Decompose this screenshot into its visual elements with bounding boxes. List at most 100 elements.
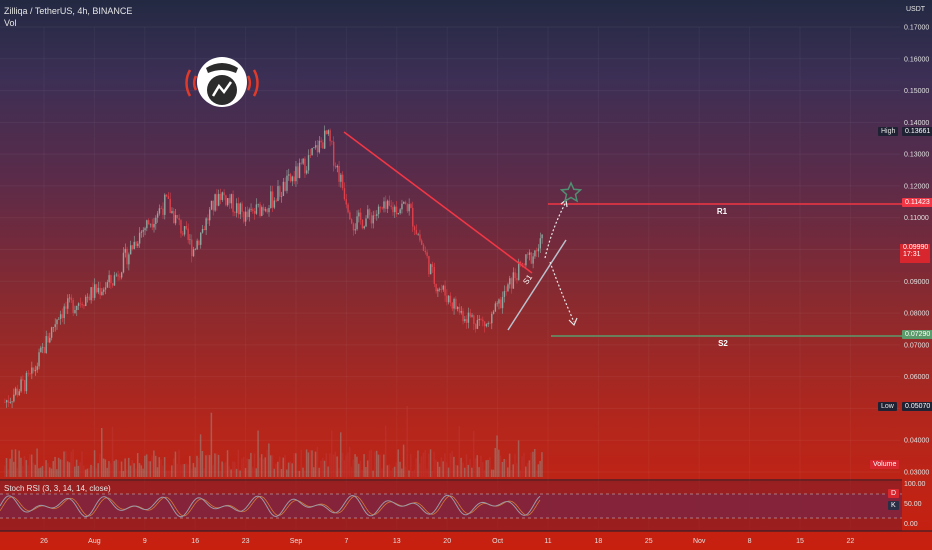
volume-bar [436, 461, 439, 477]
candle-body [237, 203, 240, 215]
candle-body [16, 388, 19, 396]
projection-down-arrow[interactable] [549, 261, 578, 327]
candle-body [280, 196, 283, 197]
volume-bar [469, 458, 471, 477]
candle-body [354, 229, 356, 231]
volume-bar [334, 451, 337, 477]
candle-body [336, 165, 338, 168]
candle-body [122, 252, 125, 273]
volume-bar [370, 449, 373, 477]
volume-bar [48, 467, 51, 477]
candle-body [140, 231, 143, 233]
candle-body [313, 147, 315, 149]
volume-bar [408, 470, 410, 477]
target-star-icon[interactable] [559, 181, 583, 203]
volume-bar [86, 468, 89, 477]
candle-body [521, 263, 524, 265]
candle-body [298, 162, 301, 178]
astronaut-logo [185, 57, 259, 107]
volume-bar [118, 470, 121, 477]
support-s2[interactable]: S2 [551, 335, 912, 348]
stoch-rsi-label[interactable]: Stoch RSI (3, 3, 14, 14, close) [4, 484, 111, 493]
candle-body [112, 283, 114, 286]
volume-bar [313, 467, 315, 477]
volume-bar [250, 452, 252, 477]
time-axis[interactable]: 26 Aug 9 16 23 Sep 7 13 20 Oct 11 18 25 Nov 8 15 22 [40, 538, 854, 545]
candle-body [234, 212, 236, 213]
candle-body [43, 347, 46, 353]
volume-bar [18, 450, 20, 477]
volume-bar [420, 456, 423, 477]
candle-body [489, 323, 491, 324]
volume-bar [36, 448, 38, 477]
candle-body [101, 291, 103, 296]
stoch-rsi-pane[interactable] [0, 481, 902, 531]
volume-bar [135, 468, 137, 477]
candle-body [300, 162, 303, 164]
candle-body [104, 287, 107, 290]
candle-body [31, 367, 33, 374]
candle-body [483, 321, 486, 327]
volume-bars [4, 405, 543, 477]
candle-body [315, 145, 317, 148]
candle-body [99, 287, 101, 296]
price-tick-label: 0.09000 [904, 279, 929, 286]
volume-bar [338, 468, 340, 477]
candle-body [492, 311, 495, 314]
volume-bar [413, 469, 416, 477]
candle-body [77, 303, 80, 306]
candle-body [519, 261, 522, 264]
resistance-r1[interactable]: R1 [548, 203, 912, 216]
volume-bar [59, 459, 62, 477]
volume-bar [14, 449, 17, 477]
symbol-title[interactable]: Zilliqa / TetherUS, 4h, BINANCE [4, 6, 133, 16]
candle-body [289, 174, 292, 182]
volume-bar [90, 464, 92, 477]
volume-bar [196, 455, 198, 477]
candle-body [113, 275, 116, 286]
candle-body [185, 226, 188, 229]
r1-label: R1 [717, 207, 728, 216]
volume-bar [176, 463, 178, 477]
volume-bar [339, 432, 342, 477]
candle-body [485, 324, 488, 327]
candle-body [228, 198, 231, 204]
candle-body [404, 201, 407, 205]
candle-body [318, 140, 321, 153]
volume-bar [154, 455, 157, 477]
descending-trendline[interactable] [343, 131, 533, 274]
candle-body [428, 256, 430, 275]
candle-body [539, 238, 542, 249]
candle-body [126, 248, 128, 265]
candle-body [61, 314, 64, 319]
candle-body [88, 296, 91, 301]
volume-bar [350, 466, 353, 477]
volume-bar [226, 450, 229, 477]
candle-body [212, 200, 215, 211]
time-tick-label: 7 [344, 538, 348, 545]
candle-body [311, 148, 313, 156]
candle-body [338, 165, 340, 182]
volume-bar [311, 450, 313, 477]
volume-bar [124, 458, 126, 477]
volume-bar [372, 470, 374, 477]
volume-bar [171, 465, 173, 477]
volume-bar [534, 449, 536, 477]
candle-body [189, 239, 191, 241]
volume-bar [318, 467, 320, 477]
volume-bar [366, 460, 369, 477]
volume-indicator-label[interactable]: Vol [4, 18, 17, 28]
volume-bar [330, 430, 333, 477]
candle-body [97, 287, 100, 293]
candle-body [322, 142, 324, 149]
ascending-trendline[interactable] [507, 239, 567, 331]
candle-body [455, 298, 457, 309]
candle-body [187, 228, 189, 240]
candle-body [155, 217, 157, 225]
volume-bar [70, 451, 72, 477]
candle-body [352, 223, 355, 231]
candle-body [253, 210, 256, 214]
candle-body [108, 275, 110, 283]
